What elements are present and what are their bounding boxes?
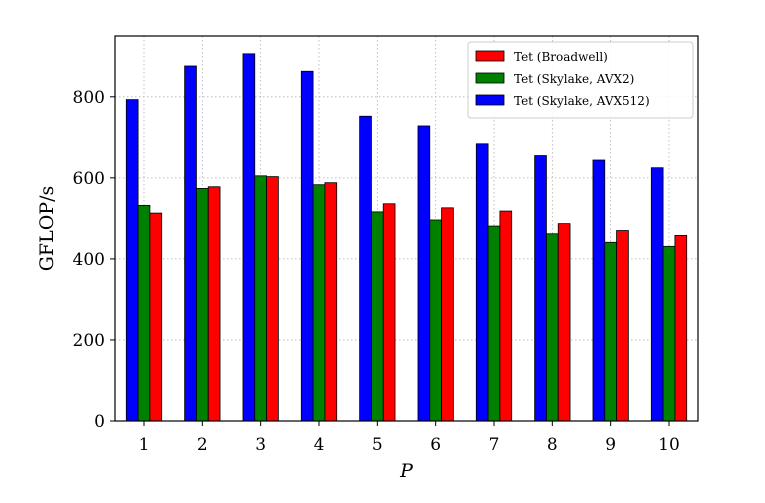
bar [475, 143, 489, 422]
y-tick-label: 600 [73, 169, 105, 189]
bar [674, 234, 688, 422]
legend-swatch [475, 50, 505, 62]
bar [266, 176, 279, 422]
bar [371, 211, 384, 422]
bar [604, 241, 617, 422]
x-tick-label: 1 [139, 435, 150, 455]
y-tick-label: 200 [73, 331, 105, 351]
bar [499, 210, 513, 422]
bar [207, 186, 221, 422]
x-tick-label: 9 [605, 435, 616, 455]
x-tick-label: 10 [658, 435, 680, 455]
bar [650, 167, 664, 422]
bar [592, 159, 606, 422]
bar [534, 155, 547, 422]
x-tick-label: 3 [255, 435, 266, 455]
bar [359, 115, 372, 422]
x-tick-label: 5 [372, 435, 383, 455]
y-tick-label: 0 [94, 412, 105, 432]
y-tick-label: 400 [73, 250, 105, 270]
bar [616, 230, 629, 422]
bar [546, 233, 559, 422]
legend-label: Tet (Skylake, AVX2) [514, 72, 634, 86]
bar [382, 203, 396, 422]
bar [417, 125, 431, 422]
bar [300, 70, 314, 422]
bar [487, 225, 501, 422]
x-tick-label: 2 [197, 435, 208, 455]
legend-box [467, 41, 694, 119]
bar [149, 212, 163, 422]
bar [254, 175, 267, 422]
x-axis: 1 2 3 4 5 6 7 8 9 10 [139, 421, 680, 455]
legend-swatch [475, 94, 505, 106]
bar [324, 182, 338, 422]
bar [557, 223, 571, 422]
bar [312, 184, 326, 422]
bar [662, 245, 676, 422]
x-tick-label: 8 [547, 435, 558, 455]
bar [196, 187, 209, 422]
legend-label: Tet (Broadwell) [514, 50, 608, 64]
x-axis-label: P [399, 460, 414, 482]
legend: Tet (Broadwell) Tet (Skylake, AVX2) Tet (S… [467, 41, 694, 119]
y-axis: 0 200 400 600 800 [73, 88, 115, 432]
bar [242, 53, 256, 422]
y-tick-label: 800 [73, 88, 105, 108]
bar [429, 219, 442, 422]
bar [137, 204, 151, 422]
legend-swatch [475, 72, 505, 84]
y-axis-label: GFLOP/s [36, 186, 58, 272]
bar [441, 207, 454, 422]
x-tick-label: 4 [314, 435, 325, 455]
x-tick-label: 6 [430, 435, 441, 455]
bar [125, 99, 139, 422]
bar [184, 65, 197, 422]
legend-label: Tet (Skylake, AVX512) [514, 94, 650, 108]
plot-frame [114, 35, 699, 422]
bars [125, 53, 688, 422]
x-tick-label: 7 [489, 435, 500, 455]
